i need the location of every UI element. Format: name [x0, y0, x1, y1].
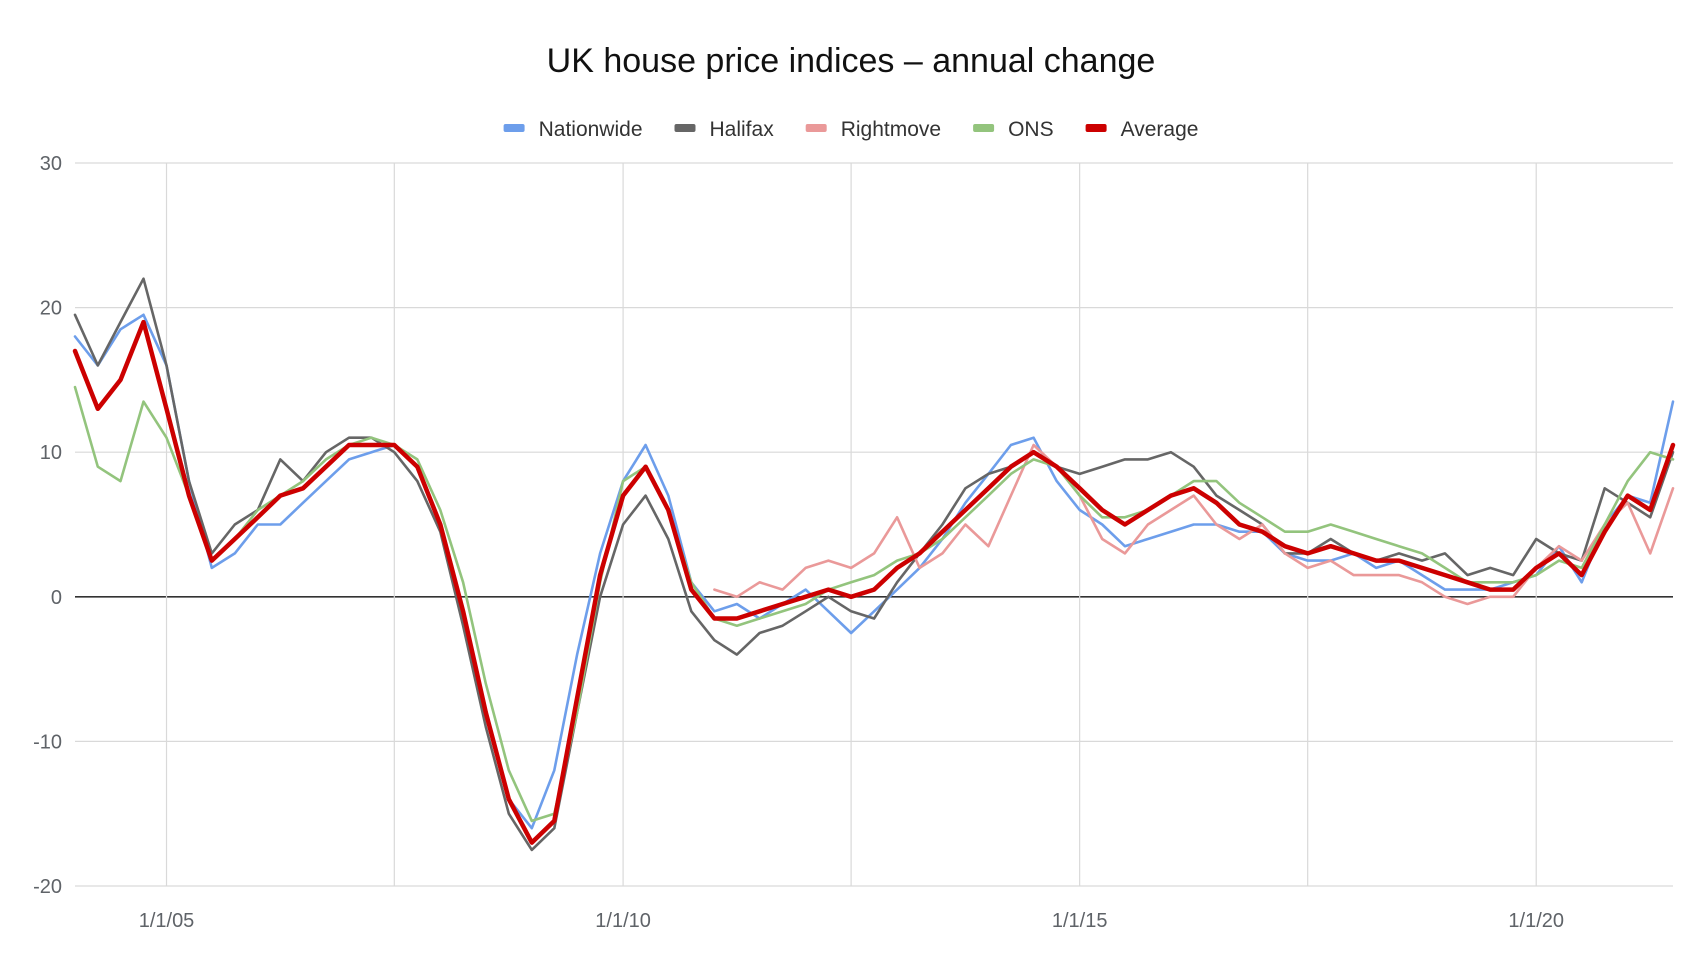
series-line-rightmove: [713, 443, 1675, 606]
series-line-average: [72, 319, 1676, 845]
chart-title: UK house price indices – annual change: [547, 42, 1156, 80]
series-line-nationwide: [73, 313, 1675, 830]
x-tick-label: 1/1/20: [1508, 910, 1564, 932]
legend-swatch: [674, 124, 696, 132]
legend-label: ONS: [1008, 118, 1054, 141]
legend-label: Halifax: [710, 118, 775, 141]
legend-swatch: [503, 124, 525, 132]
series-lines: [72, 277, 1676, 852]
legend-swatch: [1085, 124, 1107, 132]
y-tick-label: 10: [40, 442, 62, 464]
legend-swatch: [973, 124, 995, 132]
legend-swatch: [805, 124, 827, 132]
legend-item-rightmove[interactable]: Rightmove: [805, 118, 941, 141]
y-tick-label: -10: [33, 731, 62, 753]
x-tick-label: 1/1/15: [1052, 910, 1108, 932]
legend-item-average[interactable]: Average: [1085, 118, 1199, 141]
legend-item-ons[interactable]: ONS: [973, 118, 1054, 141]
legend-label: Rightmove: [841, 118, 941, 141]
y-tick-label: 30: [40, 153, 62, 175]
legend-label: Nationwide: [539, 118, 643, 141]
gridlines: [75, 162, 1673, 887]
legend-item-halifax[interactable]: Halifax: [674, 118, 775, 141]
x-tick-label: 1/1/05: [139, 910, 195, 932]
x-tick-label: 1/1/10: [595, 910, 651, 932]
legend: Nationwide Halifax Rightmove ONS Average: [503, 118, 1199, 141]
y-axis-ticks: 30 20 10 0 -10 -20: [33, 153, 62, 898]
legend-label: Average: [1121, 118, 1199, 141]
x-axis-ticks: 1/1/05 1/1/10 1/1/15 1/1/20: [139, 910, 1564, 932]
series-line-halifax: [73, 277, 1675, 852]
y-tick-label: 20: [40, 298, 62, 320]
y-tick-label: 0: [51, 587, 62, 609]
legend-item-nationwide[interactable]: Nationwide: [503, 118, 643, 141]
y-tick-label: -20: [33, 876, 62, 898]
